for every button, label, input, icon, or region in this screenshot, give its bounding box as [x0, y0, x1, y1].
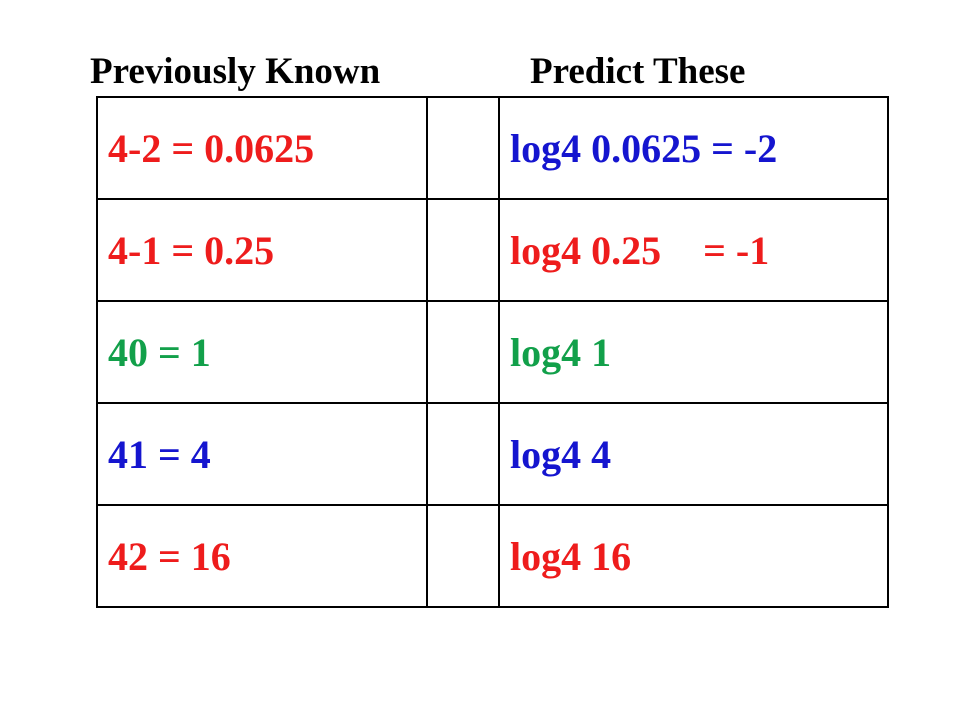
table-row: 41 = 4 log4 4	[96, 402, 889, 506]
known-cell: 4-2 = 0.0625	[96, 96, 428, 200]
empty-cell	[426, 96, 500, 200]
known-cell: 42 = 16	[96, 504, 428, 608]
predict-cell: log4 4	[498, 402, 889, 506]
table-row: 4-1 = 0.25 log4 0.25 = -1	[96, 198, 889, 302]
empty-cell	[426, 402, 500, 506]
known-equation: 40 = 1	[108, 329, 211, 375]
predict-cell: log4 0.25 = -1	[498, 198, 889, 302]
predict-these-heading: Predict These	[530, 51, 746, 92]
known-cell: 40 = 1	[96, 300, 428, 404]
predict-equation: log4 16	[510, 533, 632, 579]
predict-equation: log4 0.25	[510, 227, 662, 273]
empty-cell	[426, 300, 500, 404]
predict-equation: log4 4	[510, 431, 612, 477]
known-equation: 42 = 16	[108, 533, 231, 579]
table-header: Previously Known Predict These	[0, 50, 960, 100]
empty-cell	[426, 198, 500, 302]
empty-cell	[426, 504, 500, 608]
known-equation: 4-2 = 0.0625	[108, 125, 315, 171]
predict-cell: log4 0.0625 = -2	[498, 96, 889, 200]
table-row: 40 = 1 log4 1	[96, 300, 889, 404]
predict-cell: log4 16	[498, 504, 889, 608]
predict-cell: log4 1	[498, 300, 889, 404]
known-equation: 4-1 = 0.25	[108, 227, 275, 273]
known-cell: 4-1 = 0.25	[96, 198, 428, 302]
table-row: 42 = 16 log4 16	[96, 504, 889, 608]
predict-equation: log4 1	[510, 329, 612, 375]
predict-equation: log4 0.0625 = -2	[510, 125, 778, 171]
known-cell: 41 = 4	[96, 402, 428, 506]
known-equation: 41 = 4	[108, 431, 211, 477]
previously-known-heading: Previously Known	[90, 51, 381, 92]
predict-result: = -1	[703, 227, 770, 273]
log-table: 4-2 = 0.0625 log4 0.0625 = -2 4-1 = 0.25…	[96, 96, 889, 608]
table-row: 4-2 = 0.0625 log4 0.0625 = -2	[96, 96, 889, 200]
